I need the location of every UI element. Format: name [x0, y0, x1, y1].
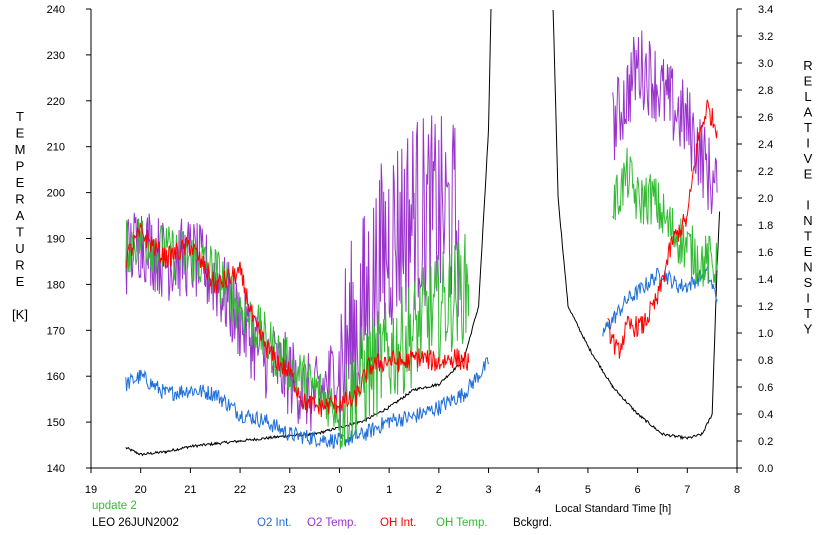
- y-right-label-letter: L: [804, 89, 811, 104]
- y-left-label-letter: T: [16, 109, 24, 124]
- legend-entry-oh-temp: OH Temp.: [436, 517, 488, 529]
- series-line-oh-int: [607, 99, 718, 359]
- x-tick-label: 20: [135, 484, 147, 496]
- y-right-tick-label: 3.4: [758, 4, 773, 16]
- y-right-label-letter: A: [804, 105, 813, 120]
- y-left-tick-label: 230: [47, 50, 65, 62]
- y-right-tick-label: 1.0: [758, 328, 773, 340]
- y-right-tick-label: 1.8: [758, 220, 773, 232]
- y-left-label-letter: P: [16, 159, 25, 174]
- y-left-label-letter: R: [15, 192, 24, 207]
- series-line-bckgrd: [125, 8, 492, 457]
- x-tick-label: 4: [535, 484, 541, 496]
- x-tick-label: 7: [684, 484, 690, 496]
- y-left-label-letter: E: [16, 274, 25, 289]
- y-right-label-letter: T: [804, 120, 812, 135]
- y-left-tick-label: 190: [47, 234, 65, 246]
- y-right-label-letter: I: [806, 198, 810, 213]
- x-tick-label: 8: [734, 484, 740, 496]
- ticks-layer: 19 20 21 22 23 0 1 2 3 4 5 6 7 8140150160170180190200…: [47, 4, 774, 496]
- y-right-label-letter: V: [804, 151, 813, 166]
- y-left-tick-label: 240: [47, 4, 65, 16]
- y-right-tick-label: 0.6: [758, 382, 773, 394]
- series-line-oh-int: [125, 222, 470, 418]
- y-right-label-letter: I: [806, 136, 810, 151]
- y-left-label-letter: E: [16, 175, 25, 190]
- y-right-label-letter: E: [804, 167, 813, 182]
- y-right-tick-label: 0.8: [758, 355, 773, 367]
- y-right-label-letter: S: [804, 275, 813, 290]
- y-right-label-letter: Y: [804, 322, 813, 337]
- y-right-tick-label: 2.0: [758, 193, 773, 205]
- y-left-label-letter: U: [15, 241, 24, 256]
- legend-entry-o2-temp: O2 Temp.: [307, 517, 357, 529]
- y-right-tick-label: 2.2: [758, 166, 773, 178]
- x-tick-label: 2: [436, 484, 442, 496]
- x-tick-label: 23: [284, 484, 296, 496]
- y-right-tick-label: 0.4: [758, 409, 773, 421]
- y-right-label-letter: E: [804, 244, 813, 259]
- series-line-o2-temp: [125, 115, 460, 439]
- x-tick-label: 21: [184, 484, 196, 496]
- y-right-tick-label: 2.4: [758, 139, 773, 151]
- legend-entry-bckgrd: Bckgrd.: [513, 517, 552, 529]
- y-left-tick-label: 210: [47, 142, 65, 154]
- y-left-tick-label: 200: [47, 188, 65, 200]
- footer-site-date: LEO 26JUN2002: [92, 517, 179, 529]
- y-right-tick-label: 3.0: [758, 58, 773, 70]
- y-left-label-letter: M: [15, 142, 26, 157]
- y-right-label-letter: T: [804, 306, 812, 321]
- y-right-tick-label: 2.6: [758, 112, 773, 124]
- y-left-tick-label: 160: [47, 371, 65, 383]
- legend-entry-o2-int: O2 Int.: [257, 517, 292, 529]
- series-line-o2-int: [125, 356, 489, 449]
- y-left-tick-label: 180: [47, 279, 65, 291]
- y-left-label-letter: E: [16, 126, 25, 141]
- legend: O2 Int. O2 Temp. OH Int. OH Temp. Bckgrd.: [257, 517, 552, 529]
- y-left-label-letter: [K]: [12, 307, 28, 322]
- y-right-tick-label: 0.2: [758, 436, 773, 448]
- footer-update: update 2: [92, 500, 137, 512]
- y-right-tick-label: 2.8: [758, 85, 773, 97]
- x-tick-label: 19: [85, 484, 97, 496]
- y-left-label-letter: R: [15, 258, 24, 273]
- y-right-label-letter: R: [803, 58, 812, 73]
- y-right-tick-label: 1.2: [758, 301, 773, 313]
- y-right-label-letter: E: [804, 74, 813, 89]
- y-right-tick-label: 1.4: [758, 274, 773, 286]
- y-left-label-letter: T: [16, 225, 24, 240]
- y-right-label-letter: I: [806, 291, 810, 306]
- series-line-bckgrd: [552, 9, 721, 441]
- x-tick-label: 1: [386, 484, 392, 496]
- y-right-label-letter: N: [803, 260, 812, 275]
- y-left-tick-label: 170: [47, 325, 65, 337]
- series-line-oh-temp: [125, 218, 470, 450]
- series-layer: [125, 8, 721, 457]
- y-right-tick-label: 1.6: [758, 247, 773, 259]
- y-left-tick-label: 150: [47, 417, 65, 429]
- y-right-tick-label: 3.2: [758, 31, 773, 43]
- x-tick-label: 6: [635, 484, 641, 496]
- x-tick-label: 0: [336, 484, 342, 496]
- x-tick-label: 5: [585, 484, 591, 496]
- y-right-label-letter: T: [804, 229, 812, 244]
- y-right-tick-label: 0.0: [758, 463, 773, 475]
- y-left-tick-label: 220: [47, 96, 65, 108]
- x-tick-label: 22: [234, 484, 246, 496]
- y-left-label-letter: A: [16, 208, 25, 223]
- series-line-o2-temp: [612, 30, 718, 214]
- y-left-tick-label: 140: [47, 463, 65, 475]
- x-axis-label: Local Standard Time [h]: [555, 503, 671, 515]
- legend-entry-oh-int: OH Int.: [380, 517, 416, 529]
- x-tick-label: 3: [485, 484, 491, 496]
- series-line-oh-temp: [612, 147, 718, 289]
- y-right-label-letter: N: [803, 213, 812, 228]
